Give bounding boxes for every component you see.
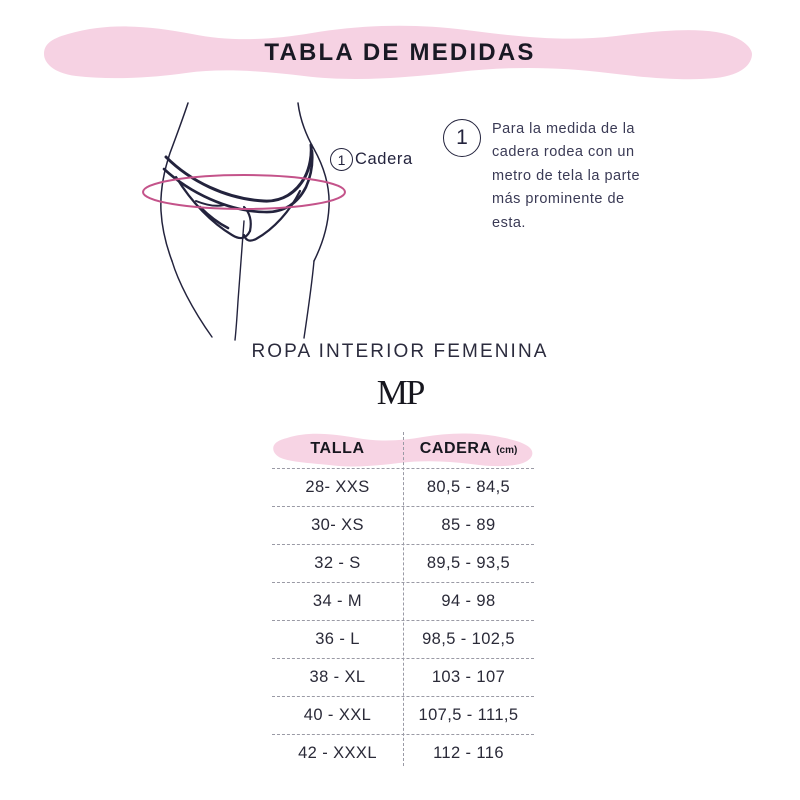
- table-column-divider: [403, 432, 404, 766]
- cell-talla: 28- XXS: [305, 478, 370, 496]
- cell-cadera: 85 - 89: [441, 516, 496, 534]
- cell-talla: 32 - S: [314, 554, 361, 572]
- cell-talla: 30- XS: [311, 516, 364, 534]
- callout-badge-1: 1: [330, 148, 353, 171]
- column-header-cadera: CADERA (cm): [403, 440, 534, 458]
- size-table: TALLA CADERA (cm) 28- XXS 80,5 - 84,5 30…: [272, 430, 534, 772]
- hip-measure-ellipse: [142, 174, 346, 210]
- hip-measurement-illustration: [140, 95, 460, 345]
- cell-cadera: 98,5 - 102,5: [422, 630, 515, 648]
- column-header-cadera-unit: (cm): [496, 445, 518, 456]
- cell-cadera: 80,5 - 84,5: [426, 478, 511, 496]
- cell-talla: 38 - XL: [309, 668, 366, 686]
- cell-talla: 36 - L: [315, 630, 360, 648]
- cell-cadera: 94 - 98: [441, 592, 496, 610]
- cell-talla: 42 - XXXL: [298, 744, 377, 762]
- column-header-talla: TALLA: [272, 440, 403, 458]
- cell-cadera: 89,5 - 93,5: [426, 554, 511, 572]
- table-header-row: TALLA CADERA (cm): [272, 430, 534, 468]
- column-header-talla-label: TALLA: [310, 440, 365, 457]
- title-banner-shape: [44, 25, 752, 80]
- body-line-art: [142, 102, 346, 341]
- section-subtitle: ROPA INTERIOR FEMENINA: [251, 341, 549, 362]
- instruction-badge-1: 1: [443, 119, 481, 157]
- title-banner: TABLA DE MEDIDAS: [0, 18, 800, 88]
- cell-cadera: 107,5 - 111,5: [418, 706, 519, 724]
- cell-talla: 40 - XXL: [303, 706, 372, 724]
- cell-cadera: 112 - 116: [433, 744, 504, 762]
- cell-talla: 34 - M: [312, 592, 363, 610]
- page-title: TABLA DE MEDIDAS: [264, 39, 536, 66]
- callout-label-cadera: Cadera: [355, 150, 413, 168]
- cell-cadera: 103 - 107: [431, 668, 506, 686]
- instruction-text: Para la medida de la cadera rodea con un…: [492, 121, 641, 231]
- figure-callout: 1 Cadera: [330, 148, 413, 171]
- table-header-background: [273, 433, 533, 467]
- instruction-block: 1 Para la medida de la cadera rodea con …: [443, 118, 654, 235]
- brand-logo: MP: [376, 373, 426, 412]
- column-header-cadera-label: CADERA: [419, 440, 492, 457]
